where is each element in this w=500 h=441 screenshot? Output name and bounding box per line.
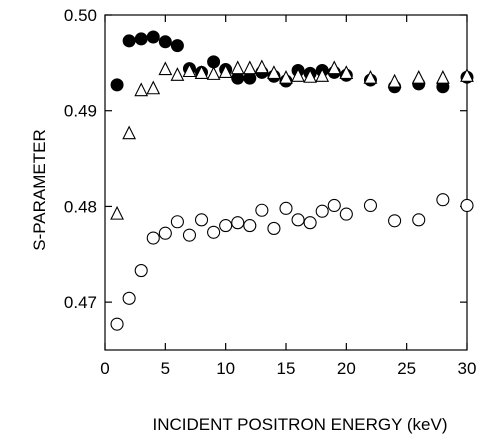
open-triangle-point xyxy=(182,63,197,78)
open-triangle-point xyxy=(315,68,330,82)
open-circle-point xyxy=(291,213,305,227)
ticks xyxy=(104,14,468,350)
open-circle-point xyxy=(231,216,245,230)
filled-circle-point xyxy=(158,35,172,49)
open-triangle-point xyxy=(303,69,318,83)
open-circle-point xyxy=(315,204,329,218)
open-circle-point xyxy=(388,214,402,228)
open-circle-point xyxy=(255,203,269,217)
x-tick-label: 20 xyxy=(337,359,356,378)
open-circle-point xyxy=(110,317,124,331)
open-triangle-point xyxy=(267,65,281,79)
open-triangle-point xyxy=(254,59,269,74)
filled-circle-point xyxy=(146,30,160,44)
x-tick-label: 10 xyxy=(216,359,235,378)
open-triangle-point xyxy=(387,73,402,88)
open-triangle-point xyxy=(339,65,354,79)
open-triangle-point xyxy=(194,65,209,79)
plot-frame xyxy=(104,14,468,351)
open-circle-point xyxy=(279,201,293,215)
x-tick-label: 5 xyxy=(161,359,170,378)
y-tick-label: 0.50 xyxy=(64,6,97,25)
open-circle-point xyxy=(243,219,257,233)
filled-circle-point xyxy=(170,39,184,53)
open-triangle-point xyxy=(206,66,221,80)
x-axis-title: INCIDENT POSITRON ENERGY (keV) xyxy=(152,415,447,434)
open-triangle-point xyxy=(279,69,293,84)
y-axis-title: S-PARAMETER xyxy=(30,129,49,251)
open-circle-point xyxy=(146,231,160,245)
open-circle-point xyxy=(327,198,341,213)
open-triangle-point xyxy=(242,60,257,75)
open-triangle-point xyxy=(134,82,149,97)
open-triangle-point xyxy=(122,125,137,140)
x-tick-label: 0 xyxy=(100,359,109,378)
open-triangle-point xyxy=(460,68,474,82)
open-circle-point xyxy=(303,216,317,230)
axes xyxy=(104,14,468,351)
open-circle-point xyxy=(267,221,281,235)
open-circle-point xyxy=(122,291,136,305)
filled-circle-point xyxy=(122,34,136,48)
open-triangle-point xyxy=(327,60,342,75)
open-triangle-point xyxy=(230,60,245,75)
open-triangle-point xyxy=(110,205,124,220)
filled-circle-point xyxy=(110,78,124,92)
open-triangle-point xyxy=(146,80,161,95)
open-circle-point xyxy=(158,226,172,240)
filled-circle-point xyxy=(207,55,221,69)
open-triangle-point xyxy=(435,69,450,84)
open-circle-point xyxy=(436,193,450,207)
y-tick-label: 0.48 xyxy=(64,197,97,216)
open-triangle-point xyxy=(170,67,185,81)
filled-circle-point xyxy=(134,32,148,46)
open-circle-point xyxy=(412,213,426,227)
x-tick-label: 15 xyxy=(277,359,296,378)
open-circle-point xyxy=(194,213,209,227)
series-open-circle xyxy=(110,193,474,331)
x-tick-label: 25 xyxy=(397,359,416,378)
open-circle-point xyxy=(339,207,353,221)
open-circle-point xyxy=(134,264,148,278)
open-circle-point xyxy=(363,198,378,213)
y-tick-label: 0.49 xyxy=(64,102,97,121)
tick-labels: 0 5 10 15 20 25 30 0.47 0.48 0.49 0.50 xyxy=(64,6,477,378)
open-circle-point xyxy=(460,198,474,213)
open-triangle-point xyxy=(411,69,426,84)
open-circle-point xyxy=(182,228,197,242)
series-open-triangle xyxy=(110,59,474,220)
y-tick-label: 0.47 xyxy=(64,293,97,312)
data-points xyxy=(110,30,474,331)
open-triangle-point xyxy=(218,64,233,79)
open-triangle-point xyxy=(158,61,173,76)
open-triangle-point xyxy=(291,68,305,82)
open-circle-point xyxy=(170,215,184,229)
open-triangle-point xyxy=(363,69,378,84)
open-circle-point xyxy=(219,219,233,233)
open-circle-point xyxy=(207,225,221,239)
x-tick-label: 30 xyxy=(458,359,477,378)
